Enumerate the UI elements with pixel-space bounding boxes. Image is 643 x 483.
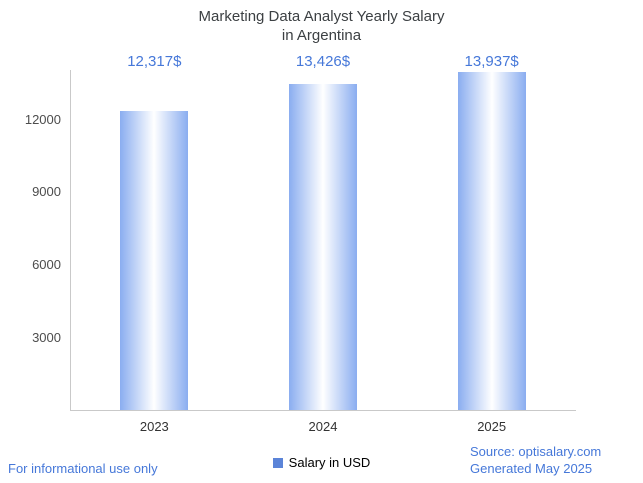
y-tick-label: 3000: [32, 330, 61, 346]
bar-value-label: 13,426$: [295, 53, 351, 70]
footer-disclaimer: For informational use only: [8, 461, 158, 476]
bar-value-label: 12,317$: [127, 53, 182, 70]
y-tick-label: 12000: [24, 111, 61, 127]
bar-value-label: 13,937$: [464, 53, 519, 70]
x-category-label: 2024: [308, 419, 338, 434]
bar-2023[interactable]: [120, 111, 189, 410]
y-axis-line: [70, 70, 71, 411]
y-tick-label: 6000: [32, 257, 61, 273]
footer-generated-line: Generated May 2025: [470, 461, 593, 476]
footer-source-line: Source: optisalary.com: [470, 444, 602, 459]
x-category-label: 2023: [139, 419, 169, 434]
x-axis-line: [70, 410, 576, 411]
footer-source-block: Source: optisalary.com Generated May 202…: [470, 443, 601, 477]
legend: Salary in USD: [0, 455, 643, 470]
y-tick-label: 9000: [32, 184, 61, 200]
x-category-label: 2025: [477, 419, 507, 434]
legend-swatch: [272, 457, 283, 468]
legend-label: Salary in USD: [288, 455, 371, 470]
chart-title: Marketing Data Analyst Yearly Salary in …: [198, 8, 445, 44]
bar-2024[interactable]: [289, 84, 357, 410]
bar-2025[interactable]: [457, 72, 526, 410]
